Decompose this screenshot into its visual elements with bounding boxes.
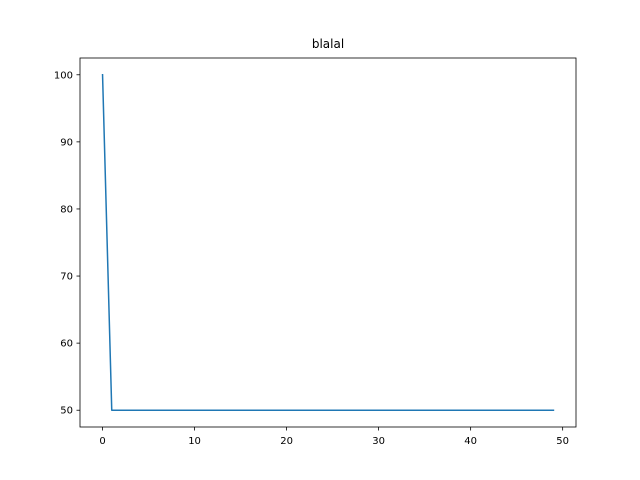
y-tick-label: 100 xyxy=(54,70,73,81)
y-tick-label: 80 xyxy=(60,204,73,215)
plot-frame xyxy=(79,57,577,428)
y-tick-label: 60 xyxy=(60,339,73,350)
plot-area xyxy=(80,58,576,427)
x-tick-label: 50 xyxy=(556,436,569,447)
x-axis: 0 10 20 30 40 50 xyxy=(99,427,569,447)
y-axis: 50 60 70 80 90 100 xyxy=(54,70,80,417)
x-tick-label: 10 xyxy=(188,436,201,447)
y-tick-label: 70 xyxy=(60,272,73,283)
x-tick-label: 0 xyxy=(99,436,105,447)
y-tick-label: 50 xyxy=(60,406,73,417)
x-tick-label: 40 xyxy=(464,436,477,447)
x-tick-label: 20 xyxy=(280,436,293,447)
y-tick-label: 90 xyxy=(60,137,73,148)
chart-title: blalal xyxy=(312,37,344,51)
x-tick-label: 30 xyxy=(372,436,385,447)
series-line xyxy=(101,73,555,411)
series-layer xyxy=(101,73,555,411)
